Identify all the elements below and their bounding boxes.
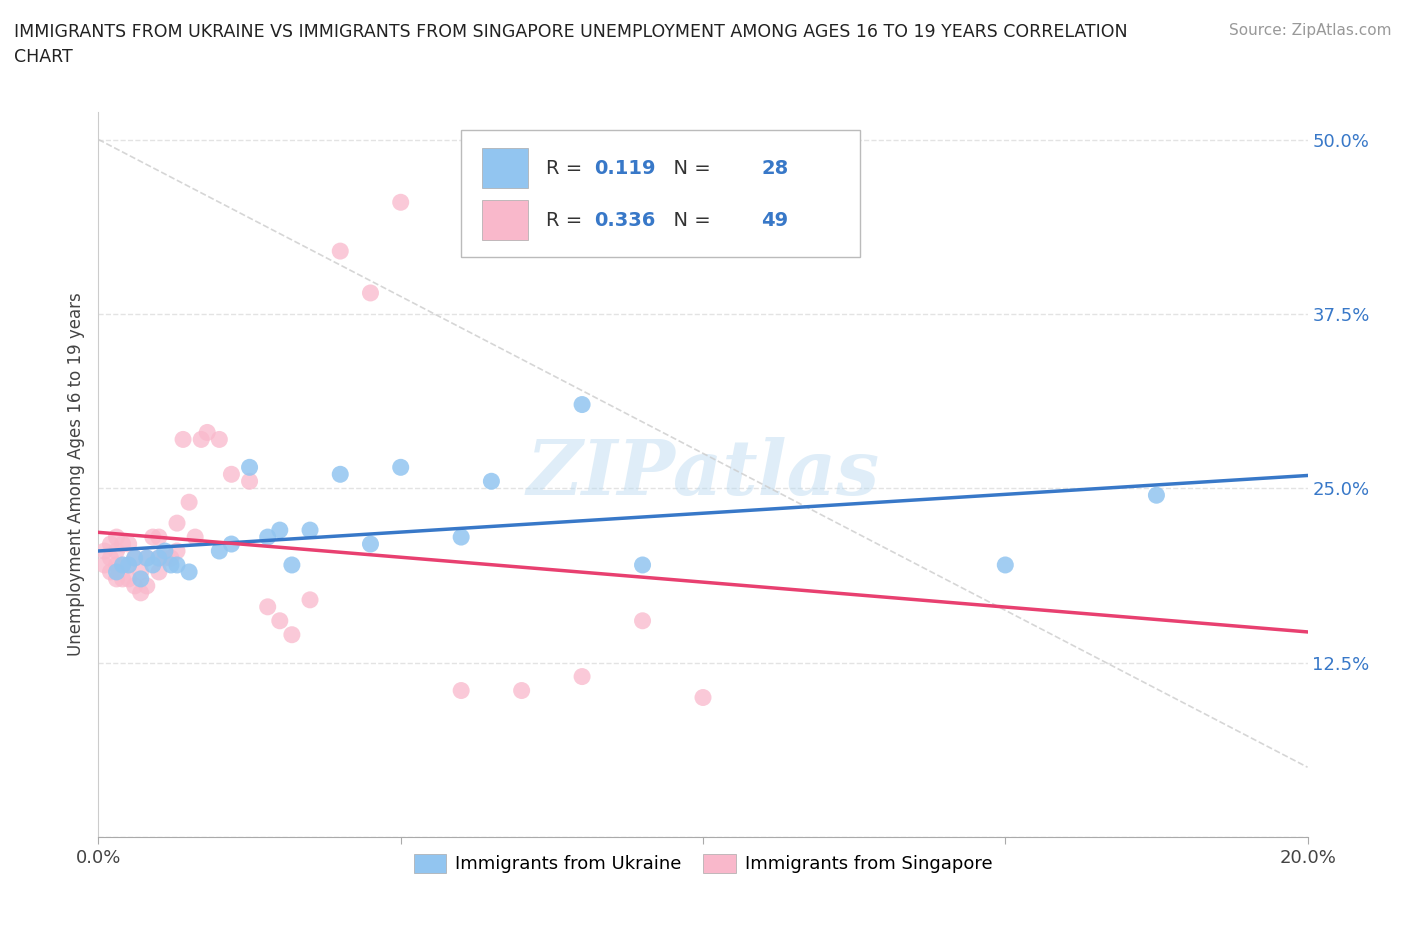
Point [118,571,141,587]
Text: Source: ZipAtlas.com: Source: ZipAtlas.com [1229,23,1392,38]
Point [142,530,165,545]
Point [100,565,122,579]
Point [195,425,218,440]
Point [111,558,134,573]
Point [510,684,533,698]
Point [148,530,170,545]
Point [118,558,141,573]
Text: N =: N = [661,211,717,230]
Point [179,565,201,579]
Point [239,460,262,475]
Point [129,571,152,587]
Bar [482,201,527,240]
Point [208,432,231,447]
Text: 0.119: 0.119 [595,159,655,178]
Point [105,565,128,579]
Point [256,600,278,615]
Point [129,586,152,601]
Text: ZIPatlas: ZIPatlas [526,437,880,512]
Point [329,467,352,482]
Text: CHART: CHART [14,48,73,66]
Text: R =: R = [546,159,588,178]
Point [135,578,157,593]
Point [389,195,412,210]
Point [153,551,176,565]
Point [105,558,128,573]
Text: N =: N = [661,159,717,178]
Point [481,474,503,489]
Point [256,530,278,545]
Point [160,551,183,565]
Point [153,544,176,559]
Point [389,460,412,475]
Y-axis label: Unemployment Among Ages 16 to 19 years: Unemployment Among Ages 16 to 19 years [66,292,84,657]
Point [166,544,188,559]
Text: R =: R = [546,211,588,230]
Point [135,551,157,565]
Point [360,286,382,300]
Point [239,474,262,489]
Point [135,551,157,565]
Point [166,558,188,573]
Point [124,551,146,565]
Point [269,523,291,538]
Point [100,551,122,565]
Point [118,558,141,573]
Point [571,670,593,684]
Point [269,614,291,629]
Text: 0.336: 0.336 [595,211,655,230]
Point [179,495,201,510]
Point [299,523,322,538]
Text: IMMIGRANTS FROM UKRAINE VS IMMIGRANTS FROM SINGAPORE UNEMPLOYMENT AMONG AGES 16 : IMMIGRANTS FROM UKRAINE VS IMMIGRANTS FR… [14,23,1128,41]
Point [631,614,654,629]
Point [142,558,165,573]
Text: 28: 28 [761,159,789,178]
Point [1144,488,1167,503]
Point [111,571,134,587]
Point [148,551,170,565]
Point [172,432,194,447]
Point [105,571,128,587]
Point [124,578,146,593]
Text: 49: 49 [761,211,789,230]
Point [281,558,304,573]
Bar [482,148,527,188]
Point [692,690,714,705]
FancyBboxPatch shape [461,130,860,257]
Point [571,397,593,412]
Point [93,558,115,573]
Point [118,537,141,551]
Point [360,537,382,551]
Point [221,537,243,551]
Point [208,544,231,559]
Point [329,244,352,259]
Point [450,530,472,545]
Point [184,530,207,545]
Point [111,537,134,551]
Point [111,558,134,573]
Point [105,530,128,545]
Point [190,432,212,447]
Point [160,558,183,573]
Point [148,551,170,565]
Point [450,684,472,698]
Point [100,537,122,551]
Point [631,558,654,573]
Point [166,516,188,531]
Point [105,544,128,559]
Point [124,551,146,565]
Legend: Immigrants from Ukraine, Immigrants from Singapore: Immigrants from Ukraine, Immigrants from… [405,845,1001,883]
Point [148,565,170,579]
Point [129,565,152,579]
Point [281,628,304,643]
Point [994,558,1017,573]
Point [221,467,243,482]
Point [93,544,115,559]
Point [299,592,322,607]
